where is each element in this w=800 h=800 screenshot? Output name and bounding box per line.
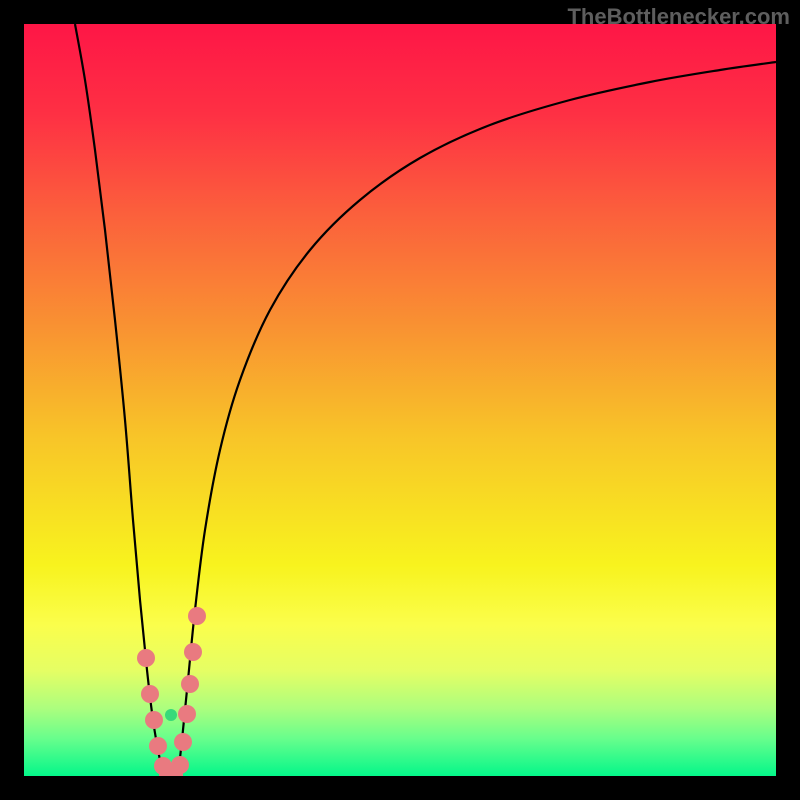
sample-marker bbox=[178, 705, 196, 723]
sample-marker bbox=[145, 711, 163, 729]
bottleneck-chart: TheBottlenecker.com bbox=[0, 0, 800, 800]
sample-marker bbox=[137, 649, 155, 667]
sample-marker bbox=[184, 643, 202, 661]
watermark-text: TheBottlenecker.com bbox=[567, 4, 790, 30]
sample-marker bbox=[181, 675, 199, 693]
sample-marker bbox=[171, 756, 189, 774]
gradient-background bbox=[24, 24, 776, 776]
sample-marker bbox=[149, 737, 167, 755]
sample-marker bbox=[141, 685, 159, 703]
optimal-green-dot bbox=[165, 709, 177, 721]
sample-marker bbox=[188, 607, 206, 625]
sample-marker bbox=[174, 733, 192, 751]
chart-svg bbox=[0, 0, 800, 800]
